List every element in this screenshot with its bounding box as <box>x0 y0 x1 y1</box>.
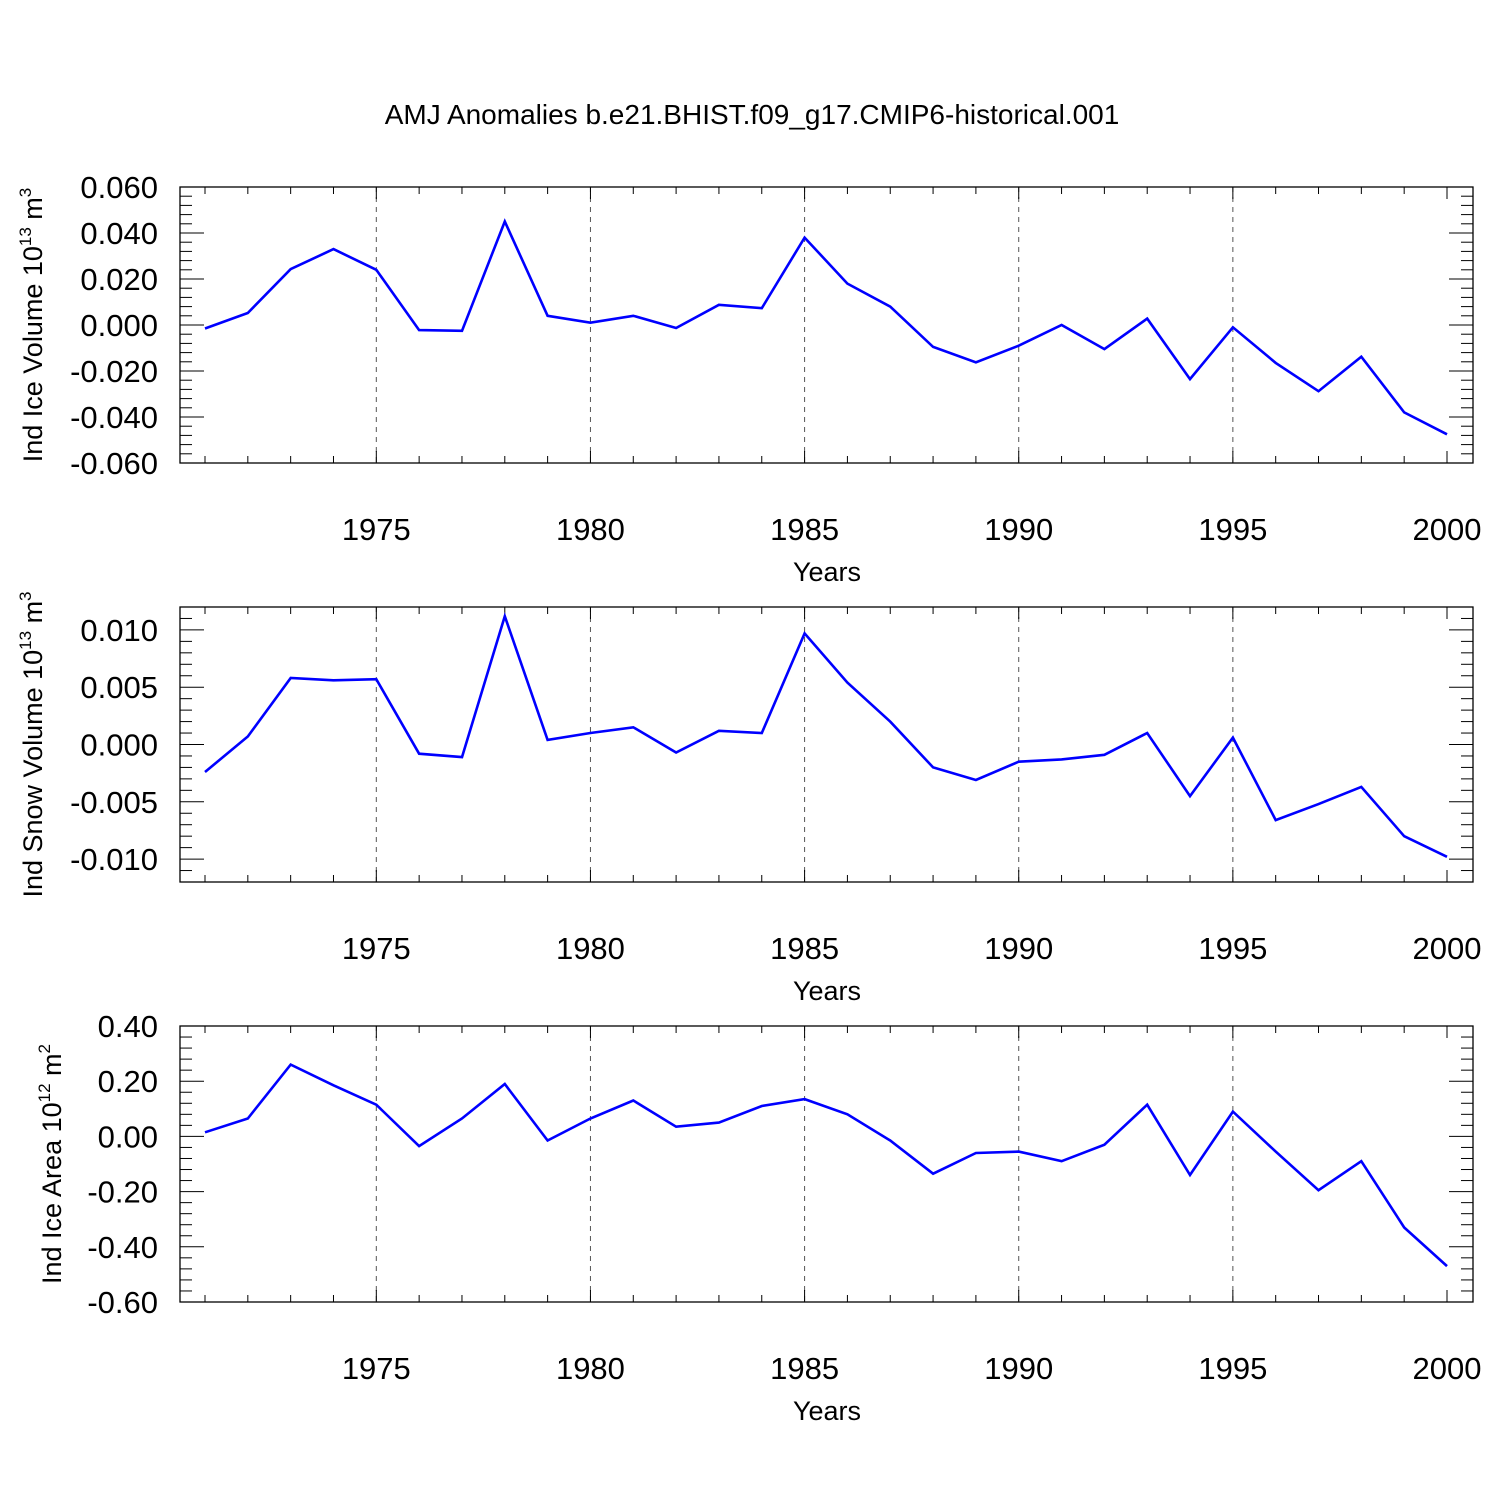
y-tick-label: 0.000 <box>80 728 158 763</box>
x-tick-label: 1990 <box>984 512 1053 547</box>
panel-2: -0.010 -0.005 0.000 0.005 0.010 1975 1980 1985 1… <box>16 591 1481 1006</box>
y-tick-label: 0.060 <box>80 170 158 205</box>
x-tick-label: 1995 <box>1198 931 1267 966</box>
y-tick-label: 0.010 <box>80 613 158 648</box>
series-line <box>204 1062 1448 1268</box>
y-tick-label: -0.040 <box>70 400 158 435</box>
y-tick-label: -0.20 <box>87 1175 158 1210</box>
y-tick-label: -0.005 <box>70 785 158 820</box>
x-tick-label: 1980 <box>556 512 625 547</box>
x-tick-label: 1975 <box>342 1351 411 1386</box>
x-tick-label: 2000 <box>1413 512 1482 547</box>
x-tick-label: 1995 <box>1198 1351 1267 1386</box>
figure-title: AMJ Anomalies b.e21.BHIST.f09_g17.CMIP6-… <box>385 99 1120 130</box>
x-axis-label: Years <box>793 1396 861 1426</box>
x-tick-label: 1985 <box>770 512 839 547</box>
x-tick-label: 2000 <box>1413 931 1482 966</box>
x-tick-label: 1985 <box>770 931 839 966</box>
x-axis-label: Years <box>793 976 861 1006</box>
y-tick-label: -0.060 <box>70 446 158 481</box>
x-tick-label: 1975 <box>342 931 411 966</box>
plot-frame <box>179 1025 1474 1303</box>
plot-frame <box>179 606 1474 883</box>
x-tick-label: 1985 <box>770 1351 839 1386</box>
y-tick-label: 0.020 <box>80 262 158 297</box>
x-tick-label: 1980 <box>556 1351 625 1386</box>
y-tick-label: 0.040 <box>80 216 158 251</box>
plot-frame <box>179 186 1474 464</box>
y-tick-label: 0.40 <box>98 1009 158 1044</box>
x-tick-label: 1995 <box>1198 512 1267 547</box>
y-tick-label: 0.00 <box>98 1119 158 1154</box>
x-tick-label: 1980 <box>556 931 625 966</box>
y-tick-label: -0.020 <box>70 354 158 389</box>
x-tick-label: 1990 <box>984 1351 1053 1386</box>
y-axis-label: Ind Snow Volume 1013 m3 <box>16 591 48 897</box>
y-tick-label: 0.000 <box>80 308 158 343</box>
panels: -0.060 -0.040 -0.020 0.000 0.020 0.040 0.060 19… <box>16 170 1481 1426</box>
series-line <box>204 218 1448 436</box>
y-tick-label: -0.40 <box>87 1230 158 1265</box>
y-axis-label: Ind Ice Area 1012 m2 <box>35 1044 67 1284</box>
panel-3: -0.60 -0.40 -0.20 0.00 0.20 0.40 1975 1980 1985 1… <box>35 1009 1481 1426</box>
series-line <box>204 611 1448 858</box>
x-tick-label: 1990 <box>984 931 1053 966</box>
y-tick-label: 0.20 <box>98 1064 158 1099</box>
y-tick-label: -0.010 <box>70 842 158 877</box>
panel-1: -0.060 -0.040 -0.020 0.000 0.020 0.040 0.060 19… <box>16 170 1481 587</box>
x-tick-label: 1975 <box>342 512 411 547</box>
y-axis-label: Ind Ice Volume 1013 m3 <box>16 188 48 463</box>
y-tick-label: -0.60 <box>87 1285 158 1320</box>
x-axis-label: Years <box>793 557 861 587</box>
y-tick-label: 0.005 <box>80 670 158 705</box>
x-tick-label: 2000 <box>1413 1351 1482 1386</box>
